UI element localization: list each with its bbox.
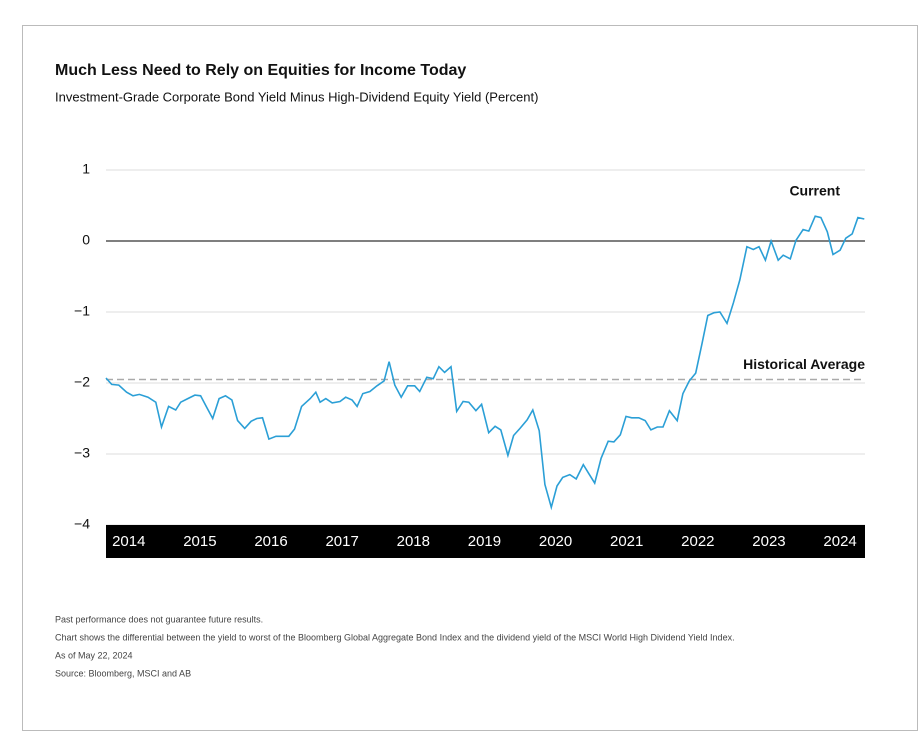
x-tick-label: 2022 [681, 533, 714, 550]
y-tick-label: −4 [74, 516, 90, 532]
x-tick-label: 2021 [610, 533, 643, 550]
y-tick-label: 1 [82, 161, 90, 177]
x-tick-label: 2018 [397, 533, 430, 550]
y-tick-label: −1 [74, 303, 90, 319]
footnote: Chart shows the differential between the… [55, 632, 735, 642]
x-axis-band [106, 525, 865, 558]
x-tick-label: 2023 [752, 533, 785, 550]
x-tick-label: 2015 [183, 533, 216, 550]
annotation: Current [789, 183, 840, 199]
line-series [105, 215, 865, 511]
x-tick-label: 2024 [823, 533, 856, 550]
frame [22, 25, 918, 731]
y-tick-label: −2 [74, 374, 90, 390]
x-tick-label: 2014 [112, 533, 145, 550]
x-tick-label: 2019 [468, 533, 501, 550]
x-tick-label: 2017 [325, 533, 358, 550]
annotation: Historical Average [743, 356, 865, 372]
y-tick-label: 0 [82, 232, 90, 248]
chart-subtitle: Investment-Grade Corporate Bond Yield Mi… [55, 89, 538, 104]
y-tick-label: −3 [74, 445, 90, 461]
chart-title: Much Less Need to Rely on Equities for I… [55, 62, 466, 79]
x-tick-label: 2020 [539, 533, 572, 550]
footnote: Source: Bloomberg, MSCI and AB [55, 668, 191, 678]
footnote: As of May 22, 2024 [55, 650, 133, 660]
footnote: Past performance does not guarantee futu… [55, 614, 263, 624]
x-tick-label: 2016 [254, 533, 287, 550]
